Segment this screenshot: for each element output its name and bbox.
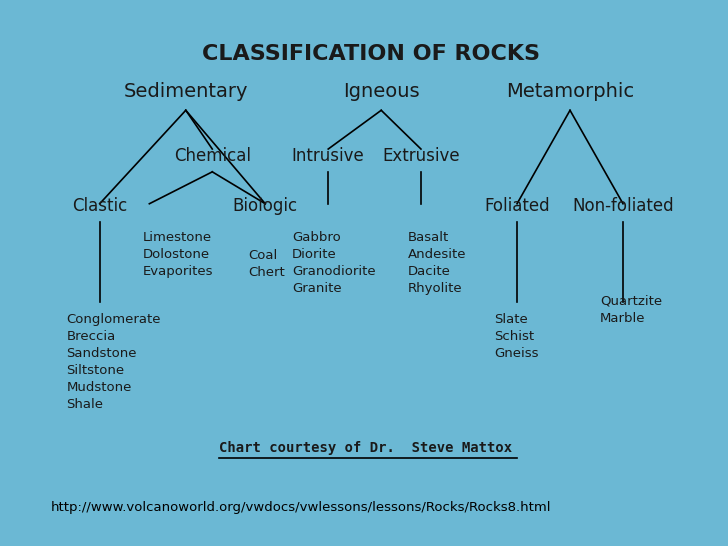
Text: Conglomerate
Breccia
Sandstone
Siltstone
Mudstone
Shale: Conglomerate Breccia Sandstone Siltstone… [66, 313, 161, 411]
Text: Slate
Schist
Gneiss: Slate Schist Gneiss [494, 313, 538, 360]
Text: Non-foliated: Non-foliated [572, 197, 674, 215]
Text: Limestone
Dolostone
Evaporites: Limestone Dolostone Evaporites [143, 231, 213, 278]
Text: Quartzite
Marble: Quartzite Marble [600, 295, 662, 325]
Text: Sedimentary: Sedimentary [124, 82, 248, 101]
Text: CLASSIFICATION OF ROCKS: CLASSIFICATION OF ROCKS [202, 44, 540, 64]
Text: Chart courtesy of Dr.  Steve Mattox: Chart courtesy of Dr. Steve Mattox [219, 441, 512, 454]
Text: Clastic: Clastic [72, 197, 127, 215]
Text: Intrusive: Intrusive [292, 147, 365, 165]
Text: Metamorphic: Metamorphic [506, 82, 634, 101]
Text: Biologic: Biologic [233, 197, 298, 215]
Text: Chemical: Chemical [174, 147, 250, 165]
Text: Basalt
Andesite
Dacite
Rhyolite: Basalt Andesite Dacite Rhyolite [408, 231, 466, 295]
Text: Foliated: Foliated [484, 197, 550, 215]
Text: Coal
Chert: Coal Chert [249, 250, 285, 280]
Text: Extrusive: Extrusive [382, 147, 460, 165]
Text: http://www.volcanoworld.org/vwdocs/vwlessons/lessons/Rocks/Rocks8.html: http://www.volcanoworld.org/vwdocs/vwles… [51, 501, 552, 514]
Text: Gabbro
Diorite
Granodiorite
Granite: Gabbro Diorite Granodiorite Granite [292, 231, 376, 295]
Text: Igneous: Igneous [343, 82, 419, 101]
